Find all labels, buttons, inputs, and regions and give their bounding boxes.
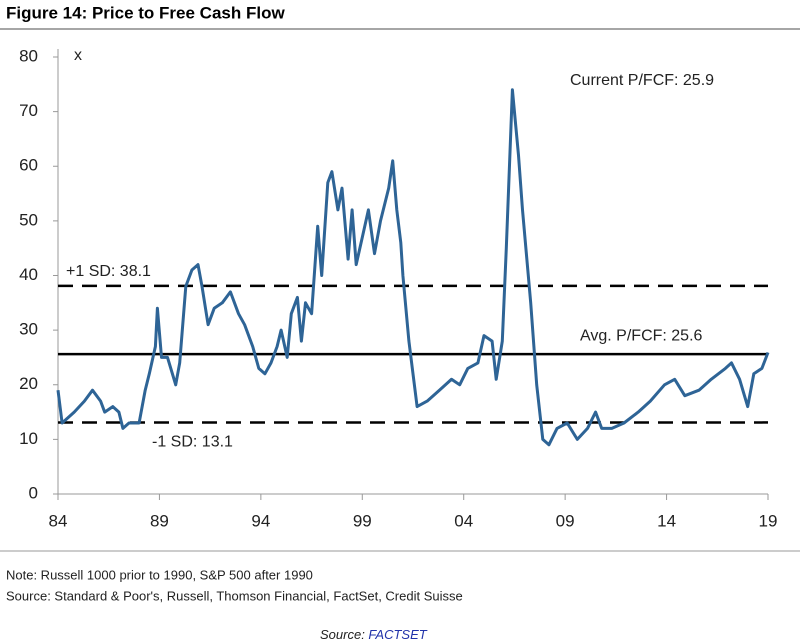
data-line	[56, 88, 770, 447]
chart-title: Figure 14: Price to Free Cash Flow	[6, 3, 285, 22]
x-tick-label: 14	[657, 511, 676, 530]
x-tick-label: 89	[150, 511, 169, 530]
y-tick-label: 50	[19, 210, 38, 229]
y-tick-label: 60	[19, 156, 38, 175]
note: Source: Standard & Poor's, Russell, Thom…	[6, 588, 463, 603]
y-unit: x	[74, 47, 82, 64]
x-tick-label: 09	[556, 511, 575, 530]
x-tick-label: 19	[759, 511, 778, 530]
x-tick-label: 04	[454, 511, 473, 530]
y-tick-label: 80	[19, 46, 38, 65]
y-tick-label: 0	[29, 483, 38, 502]
annotation: Current P/FCF: 25.9	[570, 72, 714, 89]
y-tick-label: 70	[19, 101, 38, 120]
x-tick-label: 99	[353, 511, 372, 530]
reference-label: +1 SD: 38.1	[66, 263, 151, 280]
y-tick-label: 20	[19, 374, 38, 393]
footer: Source: FACTSET	[320, 627, 428, 640]
reference-label: Avg. P/FCF: 25.6	[580, 327, 703, 344]
y-tick-label: 30	[19, 320, 38, 339]
y-tick-label: 40	[19, 265, 38, 284]
note: Note: Russell 1000 prior to 1990, S&P 50…	[6, 567, 313, 582]
x-tick-label: 84	[49, 511, 68, 530]
x-tick-label: 94	[251, 511, 270, 530]
reference-label: -1 SD: 13.1	[152, 434, 233, 451]
y-tick-label: 10	[19, 429, 38, 448]
